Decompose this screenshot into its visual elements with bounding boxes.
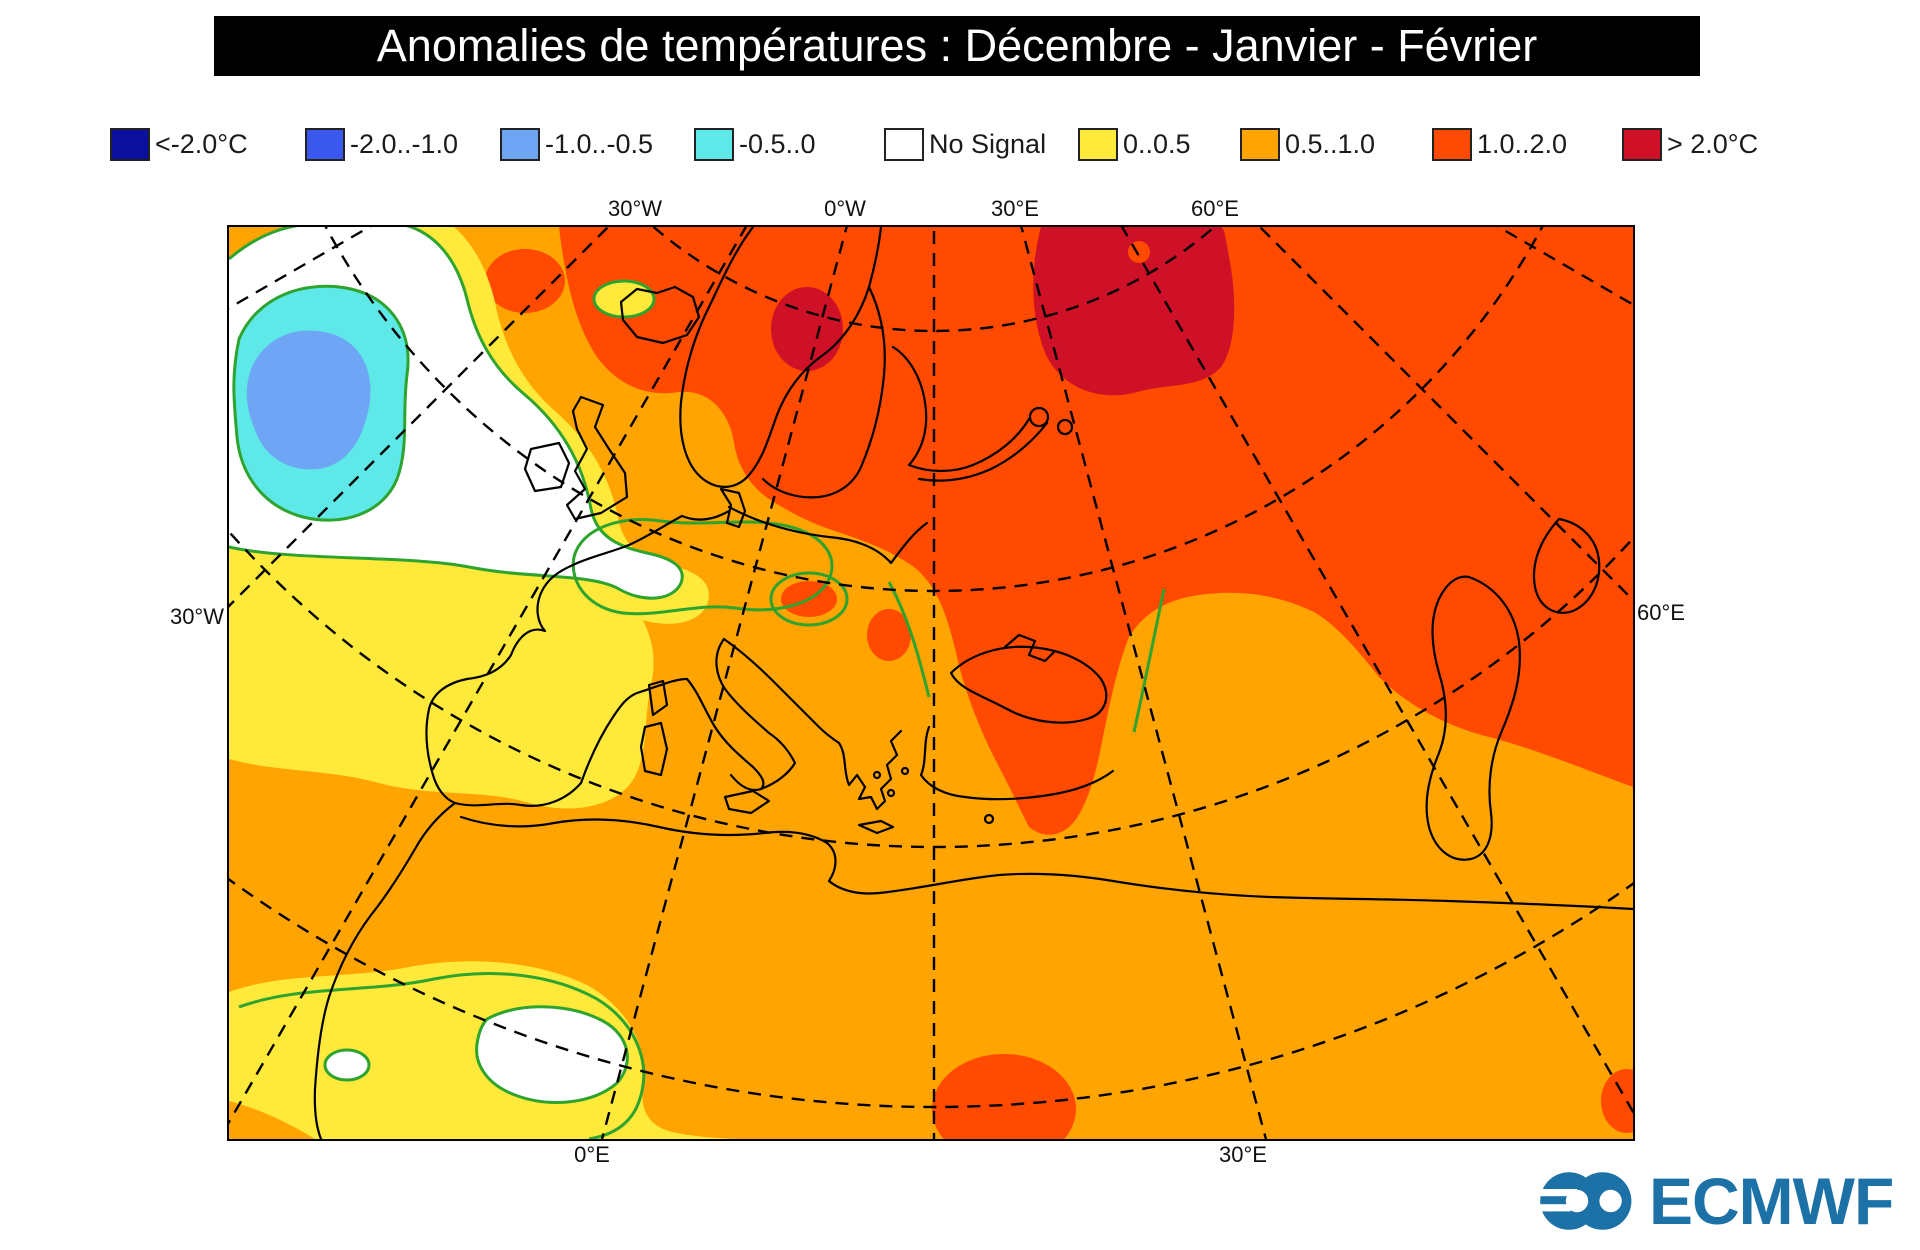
legend-swatch (1432, 127, 1472, 161)
legend-item: -2.0..-1.0 (305, 124, 458, 164)
ecmwf-logo-icon (1537, 1172, 1632, 1230)
legend-label: 0..0.5 (1123, 128, 1191, 159)
legend-item: 0.5..1.0 (1240, 124, 1375, 164)
legend-item: 0..0.5 (1078, 124, 1191, 164)
legend-label: -2.0..-1.0 (350, 128, 459, 159)
legend-label: -0.5..0 (739, 128, 816, 159)
legend-item: -0.5..0 (694, 124, 816, 164)
legend-item: 1.0..2.0 (1432, 124, 1567, 164)
legend-swatch (1240, 127, 1280, 161)
legend-item: -1.0..-0.5 (500, 124, 653, 164)
legend-swatch (1078, 127, 1118, 161)
legend-item: > 2.0°C (1622, 124, 1758, 164)
map-frame (227, 225, 1635, 1141)
page-title: Anomalies de températures : Décembre - J… (376, 20, 1538, 71)
legend-swatch (884, 127, 924, 161)
legend-label: 0.5..1.0 (1285, 128, 1376, 159)
legend-swatch (110, 127, 150, 161)
lon-label-left-30w: 30°W (169, 604, 224, 629)
legend-swatch (500, 127, 540, 161)
lon-label-top-30w: 30°W (607, 196, 663, 221)
legend-label: 1.0..2.0 (1477, 128, 1568, 159)
lon-label-top-0w: 0°W (824, 196, 866, 221)
legend-label: <-2.0°C (155, 128, 248, 159)
anomaly-map (229, 227, 1633, 1139)
legend: <-2.0°C -2.0..-1.0 -1.0..-0.5 -0.5..0 No… (0, 124, 1920, 166)
lon-label-top-30e: 30°E (991, 196, 1039, 221)
legend-item: <-2.0°C (110, 124, 248, 164)
lon-label-top-60e: 60°E (1191, 196, 1239, 221)
title-bar: Anomalies de températures : Décembre - J… (214, 16, 1700, 76)
ecmwf-logo: ECMWF (1537, 1163, 1894, 1239)
lon-label-bottom-0e: 0°E (574, 1142, 610, 1167)
ecmwf-logo-text: ECMWF (1649, 1164, 1894, 1238)
legend-label: > 2.0°C (1667, 128, 1759, 159)
legend-swatch (1622, 127, 1662, 161)
legend-label: No Signal (929, 128, 1047, 159)
legend-swatch (694, 127, 734, 161)
legend-label: -1.0..-0.5 (545, 128, 654, 159)
lon-label-bottom-30e: 30°E (1219, 1142, 1267, 1167)
lon-label-right-60e: 60°E (1637, 600, 1685, 625)
legend-item: No Signal (884, 124, 1046, 164)
legend-swatch (305, 127, 345, 161)
